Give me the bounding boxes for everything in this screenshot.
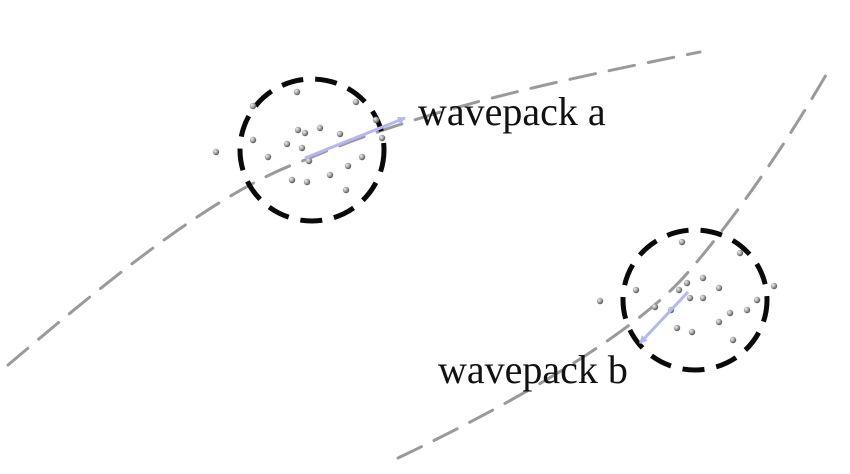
wavepacket-b-circle bbox=[620, 227, 770, 373]
wavepack-a-label: wavepack a bbox=[418, 89, 606, 134]
wavepacket-a-momentum-arrow bbox=[304, 116, 406, 160]
wavepacket-a-particles bbox=[212, 88, 386, 194]
trajectory-a bbox=[6, 50, 702, 367]
wavepacket-a bbox=[212, 76, 406, 224]
wavepacket-a-circle bbox=[237, 76, 387, 224]
wavepacket-b bbox=[596, 227, 778, 373]
wavepacket-b-momentum-arrow bbox=[638, 290, 690, 345]
trajectory-b bbox=[396, 66, 832, 460]
wavepack-b-label: wavepack b bbox=[438, 347, 628, 392]
